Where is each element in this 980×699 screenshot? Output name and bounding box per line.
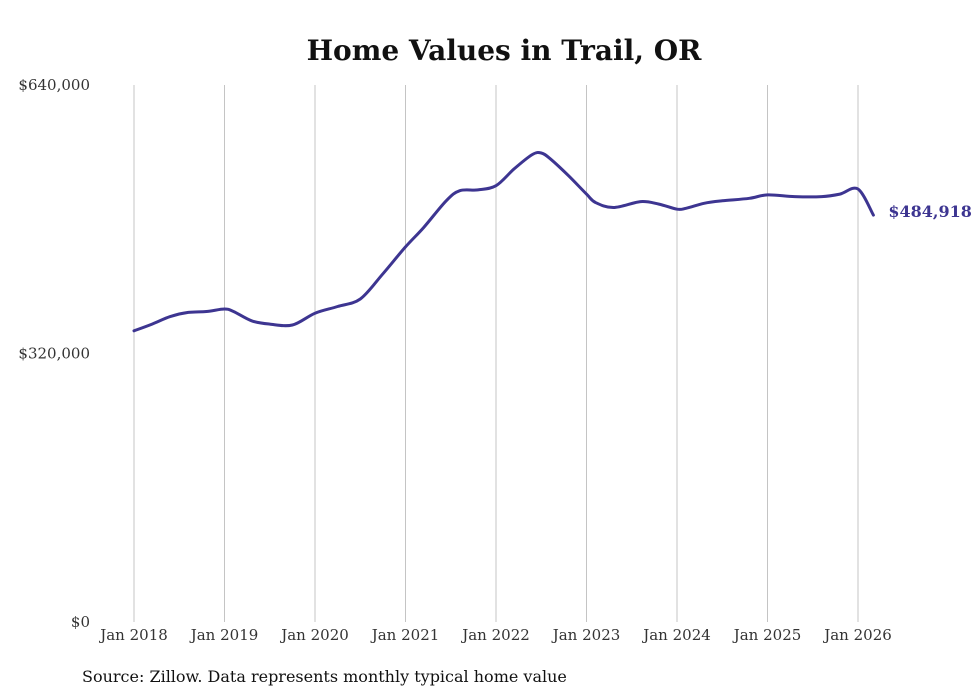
x-tick-label: Jan 2018 bbox=[98, 626, 168, 644]
gridlines bbox=[133, 85, 859, 622]
x-tick-label: Jan 2026 bbox=[822, 626, 892, 644]
y-tick-label: $320,000 bbox=[18, 345, 90, 363]
end-value-label: $484,918 bbox=[888, 202, 972, 221]
x-tick-label: Jan 2020 bbox=[279, 626, 349, 644]
series-line-0 bbox=[132, 151, 875, 333]
x-tick-label: Jan 2022 bbox=[460, 626, 530, 644]
chart-title: Home Values in Trail, OR bbox=[307, 34, 703, 67]
x-tick-label: Jan 2019 bbox=[189, 626, 259, 644]
y-tick-label: $640,000 bbox=[18, 76, 90, 94]
x-axis-ticks: Jan 2018 Jan 2019 Jan 2020 Jan 2021 Jan 2022… bbox=[98, 626, 892, 644]
x-tick-label: Jan 2021 bbox=[370, 626, 440, 644]
x-tick-label: Jan 2023 bbox=[551, 626, 621, 644]
y-axis-ticks: $0 $320,000 $640,000 bbox=[18, 76, 90, 631]
x-tick-label: Jan 2025 bbox=[732, 626, 802, 644]
x-tick-label: Jan 2024 bbox=[641, 626, 711, 644]
source-note: Source: Zillow. Data represents monthly … bbox=[82, 667, 567, 686]
series-layer: $484,918 bbox=[132, 151, 972, 333]
y-tick-label: $0 bbox=[71, 613, 90, 631]
